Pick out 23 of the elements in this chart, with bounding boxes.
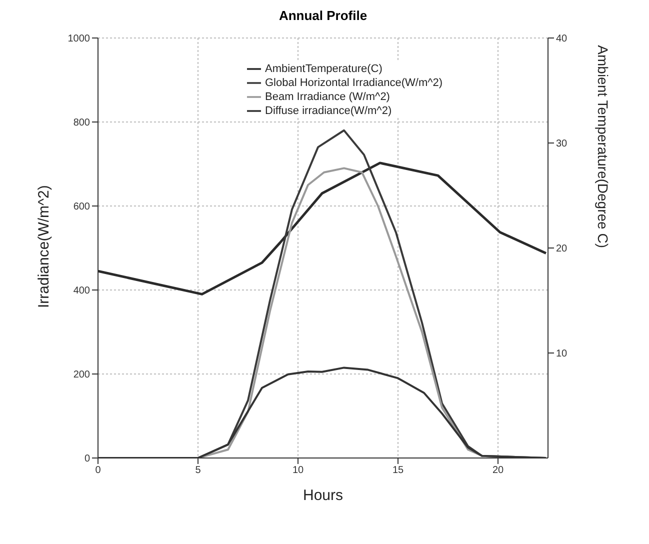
y-tick-label: 200 <box>73 370 90 381</box>
y-tick-label: 800 <box>73 118 90 129</box>
legend-label: Diffuse irradiance(W/m^2) <box>265 104 392 117</box>
legend-label: Global Horizontal Irradiance(W/m^2) <box>265 76 443 89</box>
x-tick-label: 5 <box>195 465 202 476</box>
x-axis-title: Hours <box>302 487 344 504</box>
x-tick-label: 10 <box>292 465 304 476</box>
legend-label: AmbientTemperature(C) <box>265 62 382 75</box>
y2-tick-label: 30 <box>556 138 568 150</box>
y2-axis-title: Ambient Temperature(Degree C) <box>595 45 612 248</box>
y-tick-label: 600 <box>73 202 90 213</box>
y-tick-label: 1000 <box>68 34 90 45</box>
y2-tick-label: 10 <box>556 348 568 360</box>
x-tick-label: 15 <box>392 465 404 476</box>
x-tick-label: 0 <box>95 465 102 476</box>
y-tick-label: 0 <box>84 454 90 465</box>
y2-tick-label: 40 <box>556 34 568 45</box>
y-tick-label: 400 <box>73 286 90 297</box>
legend-label: Beam Irradiance (W/m^2) <box>265 90 390 103</box>
y2-tick-label: 20 <box>556 244 568 255</box>
x-tick-label: 20 <box>492 465 504 476</box>
chart-title: Annual Profile <box>278 8 368 25</box>
y-axis-title: Irradiance(W/m^2) <box>35 185 52 308</box>
